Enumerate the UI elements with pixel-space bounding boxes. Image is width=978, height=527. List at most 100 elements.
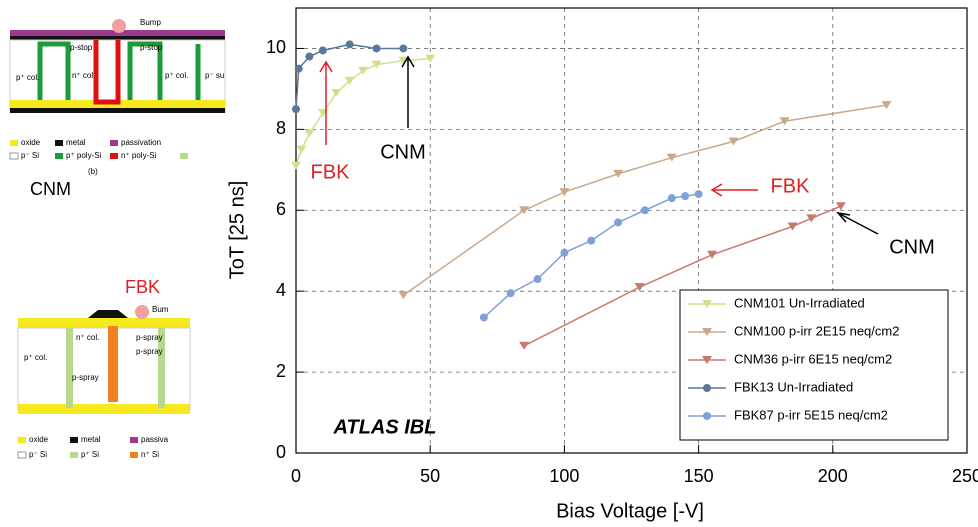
x-axis-title: Bias Voltage [-V] xyxy=(556,500,704,522)
diagram-title: FBK xyxy=(125,277,160,297)
label: passivation xyxy=(121,138,161,147)
legend-marker xyxy=(703,412,711,420)
label: p⁺ col. xyxy=(24,353,47,362)
point xyxy=(681,192,690,201)
label: oxide xyxy=(21,138,41,147)
x-tick-label: 100 xyxy=(549,466,579,486)
y-tick-label: 0 xyxy=(276,442,286,462)
point xyxy=(294,64,303,73)
key-metal xyxy=(55,140,63,146)
bump xyxy=(112,19,126,33)
legend-label: FBK87 p-irr 5E15 neq/cm2 xyxy=(734,407,888,422)
point xyxy=(533,275,542,284)
n-column xyxy=(108,326,118,402)
label: p-spray xyxy=(72,373,99,382)
arrow xyxy=(710,183,758,197)
legend-label: FBK13 Un-Irradiated xyxy=(734,379,853,394)
point xyxy=(372,44,381,53)
oxide-layer xyxy=(18,318,190,328)
key-oxide xyxy=(18,437,26,443)
plot-frame xyxy=(295,7,968,454)
point xyxy=(371,60,382,69)
point xyxy=(519,341,530,350)
y-tick-label: 2 xyxy=(276,361,286,381)
point xyxy=(881,101,892,110)
y-axis-title: ToT [25 ns] xyxy=(226,181,248,280)
label: (b) xyxy=(88,167,98,176)
diagram-title: CNM xyxy=(30,179,71,199)
series-line xyxy=(402,104,887,296)
legend-marker xyxy=(702,300,712,308)
legend-marker xyxy=(702,328,712,336)
annotations: FBK CNM FBK CNM ATLAS IBL xyxy=(311,55,935,438)
label: oxide xyxy=(29,435,49,444)
bottom-metal xyxy=(10,108,225,113)
arrow xyxy=(401,55,415,128)
oxide-bottom xyxy=(18,404,190,414)
label: p⁻ su xyxy=(205,71,224,80)
label: passiva xyxy=(141,435,169,444)
point xyxy=(304,129,315,138)
n-column xyxy=(93,40,121,105)
label: p⁻ Si xyxy=(29,450,47,459)
label: n⁺ col. xyxy=(72,71,95,80)
label: n⁺ Si xyxy=(141,450,159,459)
annotation: ATLAS IBL xyxy=(333,416,437,438)
key-oxide xyxy=(10,140,18,146)
label: p-spray xyxy=(136,333,163,342)
point xyxy=(344,76,355,85)
p-column xyxy=(158,328,165,408)
p-columns xyxy=(37,41,201,100)
point xyxy=(331,88,342,97)
bump xyxy=(135,305,149,319)
point xyxy=(345,40,354,49)
annotation: FBK xyxy=(311,161,351,183)
key-npoly xyxy=(110,153,118,159)
arrow xyxy=(319,60,333,145)
key-passivation xyxy=(130,437,138,443)
point xyxy=(305,52,314,61)
label: p⁺ col. xyxy=(16,73,39,82)
x-tick-label: 200 xyxy=(818,466,848,486)
point xyxy=(425,54,436,63)
point xyxy=(634,283,645,292)
point xyxy=(614,218,623,227)
label: n⁺ poly-Si xyxy=(121,151,157,160)
y-tick-label: 4 xyxy=(276,280,286,300)
label: p⁺ col. xyxy=(165,71,188,80)
legend-label: CNM101 Un-Irradiated xyxy=(734,295,865,310)
point xyxy=(707,250,718,259)
metal-layer xyxy=(10,36,225,40)
label: Bump xyxy=(140,18,161,27)
x-tick-label: 250 xyxy=(952,466,978,486)
point xyxy=(835,202,846,211)
y-tick-label: 6 xyxy=(276,199,286,219)
x-tick-label: 0 xyxy=(291,466,301,486)
key-ppsi xyxy=(70,452,78,458)
point xyxy=(694,190,703,199)
point xyxy=(398,291,409,300)
point xyxy=(560,248,569,257)
arrow xyxy=(836,211,879,235)
annotation: FBK xyxy=(771,175,811,197)
annotation: CNM xyxy=(889,236,935,258)
key-psi xyxy=(9,152,19,160)
key-extra xyxy=(180,153,188,159)
point xyxy=(613,169,624,178)
label: metal xyxy=(81,435,101,444)
label: p-stop xyxy=(70,43,93,52)
point xyxy=(787,222,798,231)
label: metal xyxy=(66,138,86,147)
point xyxy=(398,56,409,65)
point xyxy=(479,313,488,322)
label: n⁺ col. xyxy=(76,333,99,342)
fbk-diagram: FBK Bum n⁺ col. p-spray p-spray p⁺ col. … xyxy=(17,277,191,459)
point xyxy=(296,145,307,154)
legend-label: CNM36 p-irr 6E15 neq/cm2 xyxy=(734,351,892,366)
key-nsi xyxy=(130,452,138,458)
p-column xyxy=(66,328,73,408)
cnm-diagram: Bump p-stop p-stop n⁺ col. p⁺ col. p⁺ co… xyxy=(9,18,226,199)
key-ppoly xyxy=(55,153,63,159)
